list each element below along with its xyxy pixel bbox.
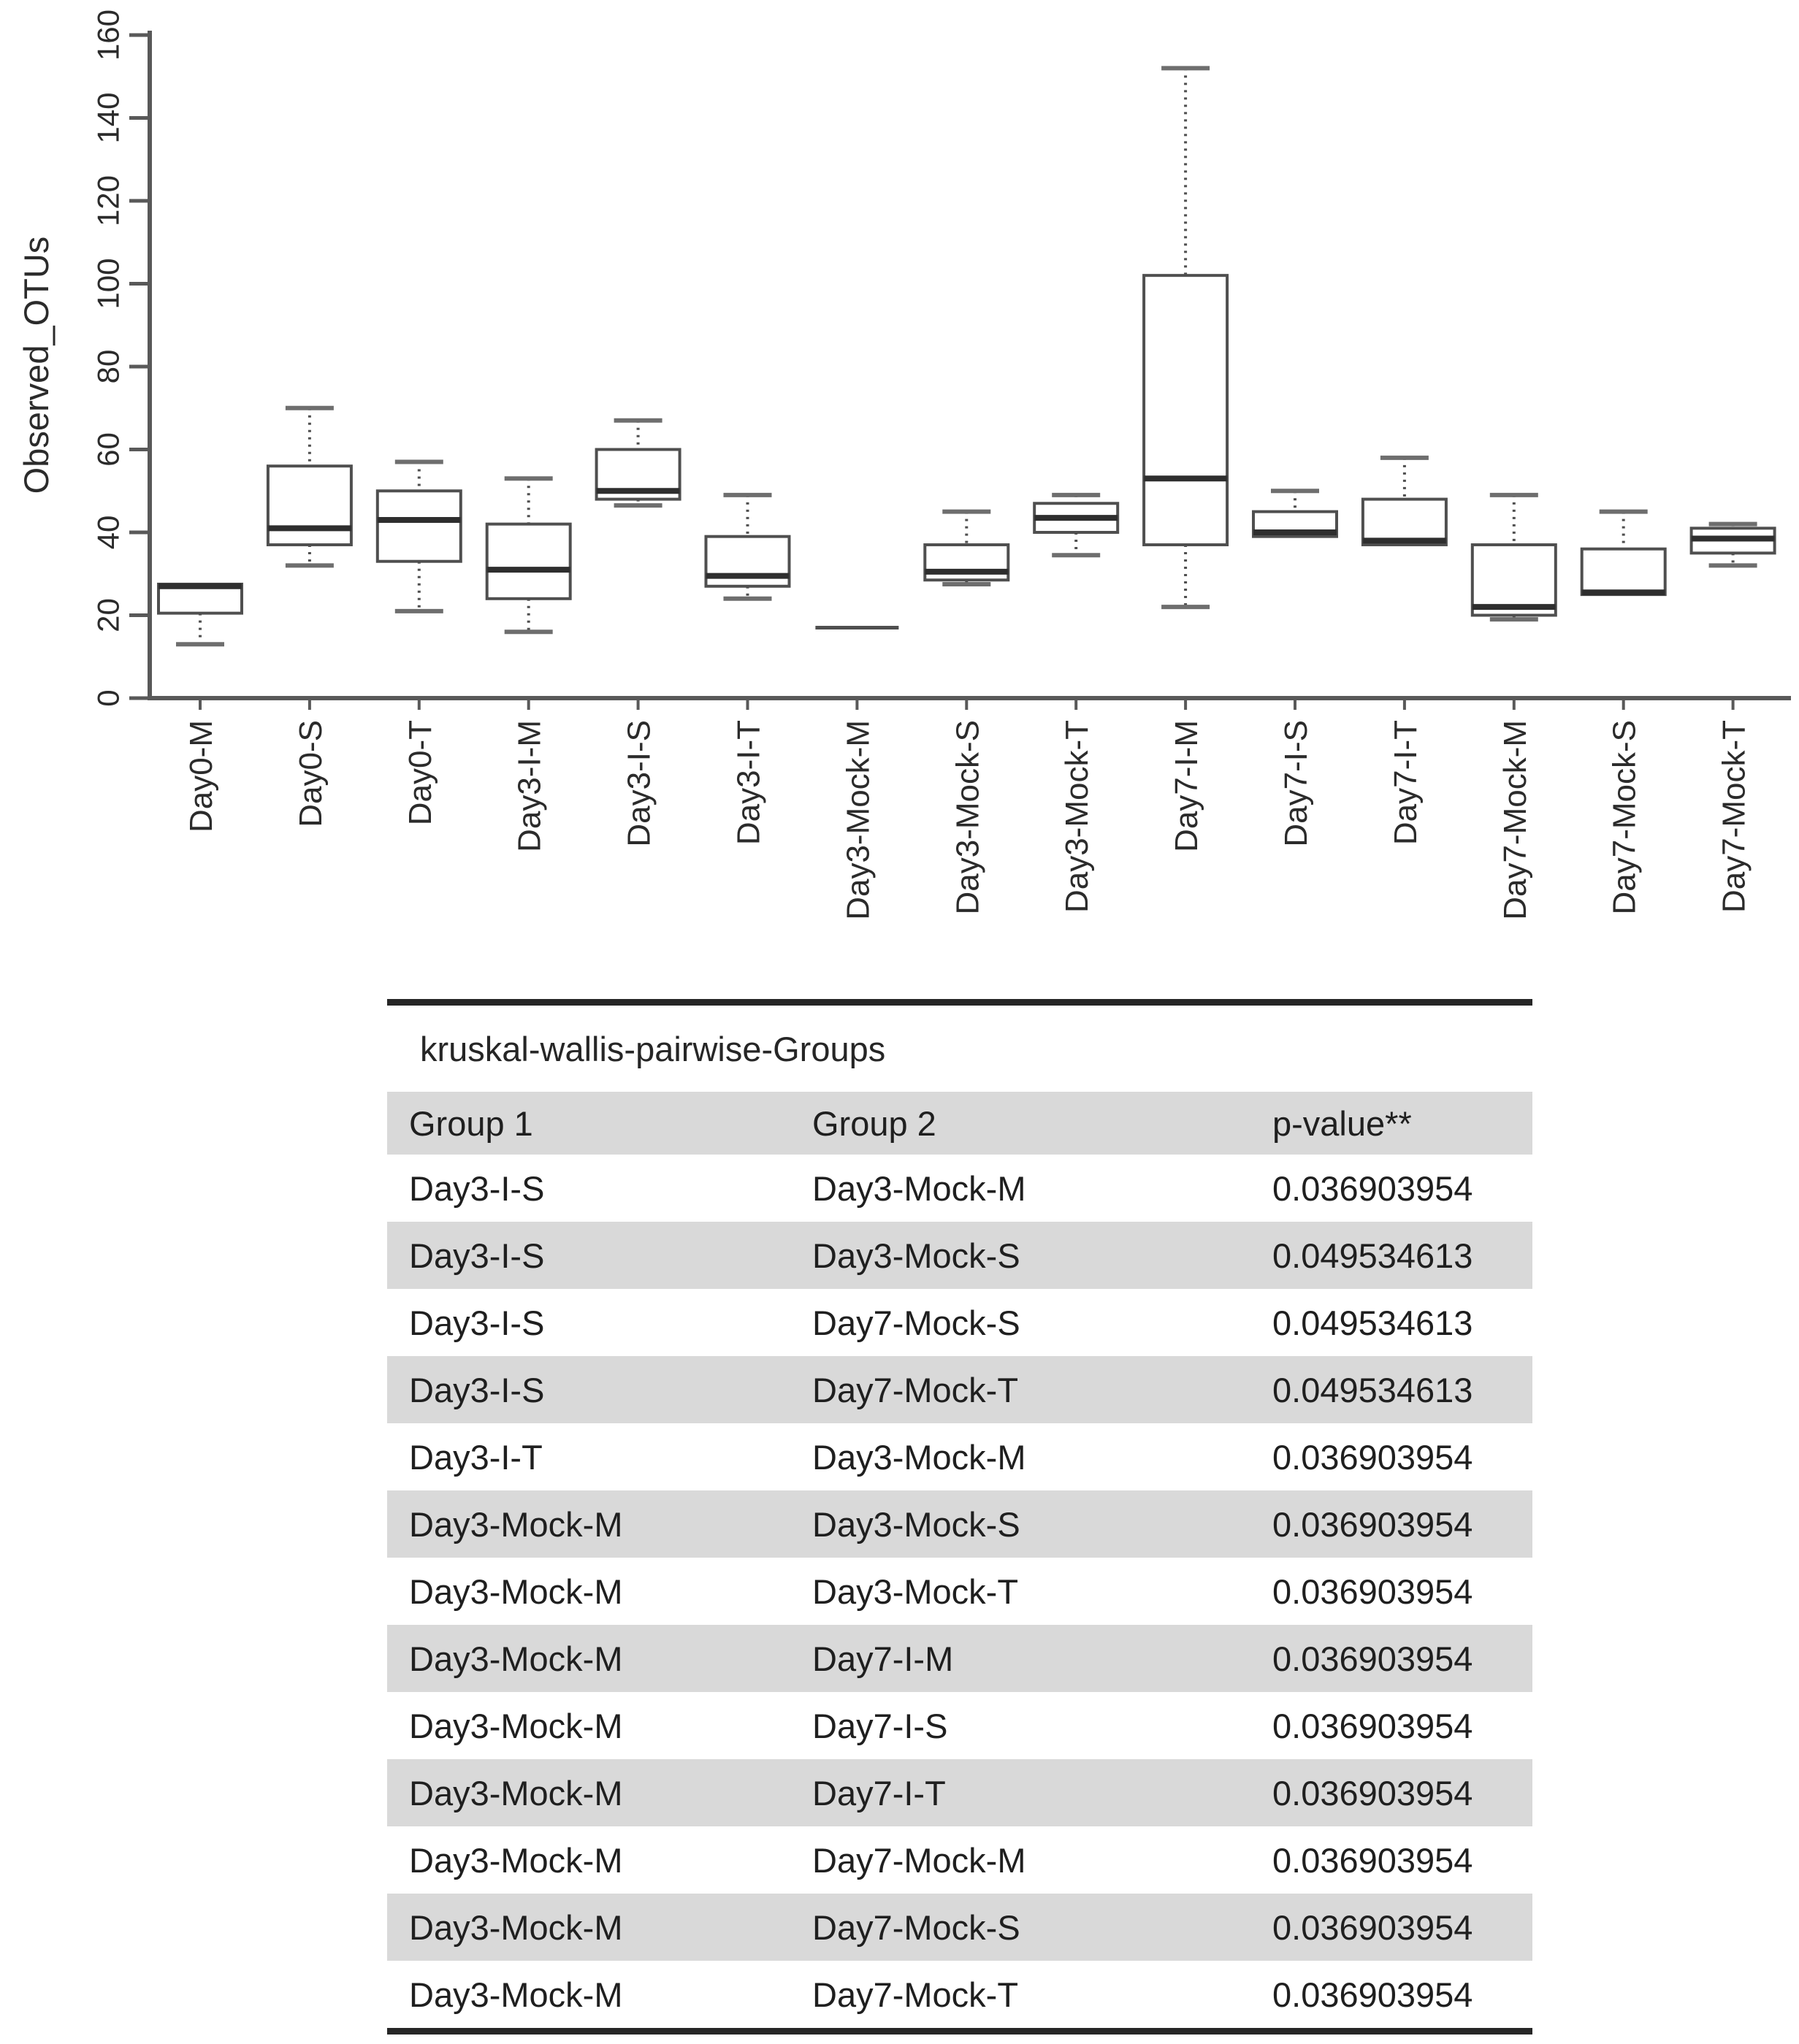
y-tick-label: 80 xyxy=(91,350,126,384)
table-cell: 0.036903954 xyxy=(1272,1504,1473,1544)
table-cell: Day3-I-S xyxy=(409,1303,545,1342)
table-row: Day3-Mock-M Day3-Mock-T 0.036903954 xyxy=(387,1558,1532,1625)
table-cell: Day3-Mock-M xyxy=(409,1504,623,1544)
box-rect xyxy=(923,543,1010,582)
table-row: Day3-I-S Day3-Mock-S 0.049534613 xyxy=(387,1222,1532,1289)
table-row: Day3-I-S Day7-Mock-T 0.049534613 xyxy=(387,1356,1532,1423)
y-tick-label: 160 xyxy=(91,9,126,61)
table-cell: 0.036903954 xyxy=(1272,1975,1473,2014)
table-row: Day3-Mock-M Day7-I-T 0.036903954 xyxy=(387,1759,1532,1826)
kruskal-wallis-table: kruskal-wallis-pairwise-Groups Group 1 G… xyxy=(387,999,1532,2035)
table-cell: Day3-Mock-S xyxy=(812,1236,1020,1275)
table-cell: Day3-I-T xyxy=(409,1437,543,1477)
x-axis-label: Day0-S xyxy=(293,720,329,827)
x-axis-label: Day3-Mock-T xyxy=(1059,720,1095,913)
table-cell: Day3-I-S xyxy=(409,1236,545,1275)
table-cell: Day7-I-T xyxy=(812,1773,946,1813)
table-cell: Day3-Mock-M xyxy=(409,1907,623,1947)
x-axis-label: Day7-I-M xyxy=(1169,720,1204,852)
y-axis-label: Observed_OTUs xyxy=(17,237,56,494)
table-row: Day3-Mock-M Day7-I-M 0.036903954 xyxy=(387,1625,1532,1692)
table-cell: 0.036903954 xyxy=(1272,1572,1473,1611)
box-rect xyxy=(1470,543,1557,617)
table-cell: 0.036903954 xyxy=(1272,1168,1473,1208)
table-bottom-border xyxy=(387,2028,1532,2035)
table-row: Day3-I-S Day3-Mock-M 0.036903954 xyxy=(387,1155,1532,1222)
table-cell: Day3-Mock-M xyxy=(409,1975,623,2014)
x-axis-label: Day7-I-S xyxy=(1278,720,1314,847)
box-rect xyxy=(1361,497,1448,547)
table-cell: Day7-Mock-T xyxy=(812,1370,1019,1409)
x-axis-label: Day3-I-T xyxy=(731,720,767,845)
table-cell: Day3-Mock-S xyxy=(812,1504,1020,1544)
table-cell: Day3-Mock-M xyxy=(409,1639,623,1678)
y-tick-label: 140 xyxy=(91,92,126,143)
x-axis-label: Day3-Mock-M xyxy=(840,720,876,920)
x-axis-label: Day3-I-S xyxy=(622,720,657,847)
table-cell: Day3-I-S xyxy=(409,1168,545,1208)
table-row: Day3-Mock-M Day7-I-S 0.036903954 xyxy=(387,1692,1532,1759)
y-tick-label: 0 xyxy=(91,689,126,706)
otu-boxplot-chart: 0 20 40 60 80 100 120 140 160 Observed_OTUs Day0-M… xyxy=(0,0,1799,993)
table-cell: Day7-Mock-S xyxy=(812,1303,1020,1342)
column-header-group2: Group 2 xyxy=(812,1103,936,1143)
table-row: Day3-I-T Day3-Mock-M 0.036903954 xyxy=(387,1423,1532,1490)
table-cell: Day7-I-M xyxy=(812,1639,954,1678)
table-cell: Day7-Mock-M xyxy=(812,1840,1026,1880)
table-row: Day3-I-S Day7-Mock-S 0.049534613 xyxy=(387,1289,1532,1356)
table-cell: Day3-Mock-T xyxy=(812,1572,1019,1611)
x-axis-label: Day0-M xyxy=(183,720,219,832)
table-row: Day3-Mock-M Day7-Mock-M 0.036903954 xyxy=(387,1826,1532,1894)
table-cell: 0.049534613 xyxy=(1272,1303,1473,1342)
table-title: kruskal-wallis-pairwise-Groups xyxy=(420,1029,886,1068)
table-row: Day3-Mock-M Day7-Mock-T 0.036903954 xyxy=(387,1961,1532,2028)
x-axis-label: Day3-I-M xyxy=(512,720,548,852)
box-rect xyxy=(375,489,462,563)
boxplot-svg: 0 20 40 60 80 100 120 140 160 Observed_OTUs Day0-M… xyxy=(17,9,1791,920)
table-cell: Day3-I-S xyxy=(409,1370,545,1409)
column-header-group1: Group 1 xyxy=(409,1103,533,1143)
table-cell: 0.036903954 xyxy=(1272,1907,1473,1947)
y-tick-label: 60 xyxy=(91,432,126,467)
box-rect xyxy=(485,522,572,600)
y-tick-label: 100 xyxy=(91,258,126,309)
x-axis-label: Day7-Mock-M xyxy=(1497,720,1533,920)
table-cell: Day3-Mock-M xyxy=(409,1840,623,1880)
table-body: Day3-I-S Day3-Mock-M 0.036903954 Day3-I-S Da… xyxy=(387,1155,1532,2028)
table-cell: Day7-Mock-T xyxy=(812,1975,1019,2014)
table-cell: 0.036903954 xyxy=(1272,1639,1473,1678)
y-tick-label: 20 xyxy=(91,598,126,632)
table-cell: Day7-Mock-S xyxy=(812,1907,1020,1947)
table-cell: 0.049534613 xyxy=(1272,1370,1473,1409)
table-cell: 0.049534613 xyxy=(1272,1236,1473,1275)
x-axis-label: Day3-Mock-S xyxy=(950,720,985,915)
table-cell: Day3-Mock-M xyxy=(812,1437,1026,1477)
box-rect xyxy=(1580,547,1667,597)
table-cell: 0.036903954 xyxy=(1272,1773,1473,1813)
table-row: Day3-Mock-M Day3-Mock-S 0.036903954 xyxy=(387,1490,1532,1558)
table-cell: 0.036903954 xyxy=(1272,1437,1473,1477)
table-cell: Day3-Mock-M xyxy=(409,1706,623,1745)
table-header-row: Group 1 Group 2 p-value** xyxy=(387,1092,1532,1155)
box-rect xyxy=(1142,274,1229,547)
table-cell: Day3-Mock-M xyxy=(409,1773,623,1813)
table-top-border xyxy=(387,999,1532,1006)
x-axis-label: Day7-I-T xyxy=(1388,720,1424,845)
x-axis-label: Day0-T xyxy=(402,720,438,825)
box-rect xyxy=(266,464,353,547)
table-cell: 0.036903954 xyxy=(1272,1706,1473,1745)
column-header-pvalue: p-value** xyxy=(1272,1103,1412,1143)
y-tick-label: 40 xyxy=(91,516,126,550)
x-axis-label: Day7-Mock-T xyxy=(1716,720,1752,913)
table-cell: Day3-Mock-M xyxy=(812,1168,1026,1208)
table-cell: Day7-I-S xyxy=(812,1706,948,1745)
y-tick-label: 120 xyxy=(91,175,126,226)
table-cell: 0.036903954 xyxy=(1272,1840,1473,1880)
x-axis-label: Day7-Mock-S xyxy=(1607,720,1643,915)
table-row: Day3-Mock-M Day7-Mock-S 0.036903954 xyxy=(387,1894,1532,1961)
table-cell: Day3-Mock-M xyxy=(409,1572,623,1611)
